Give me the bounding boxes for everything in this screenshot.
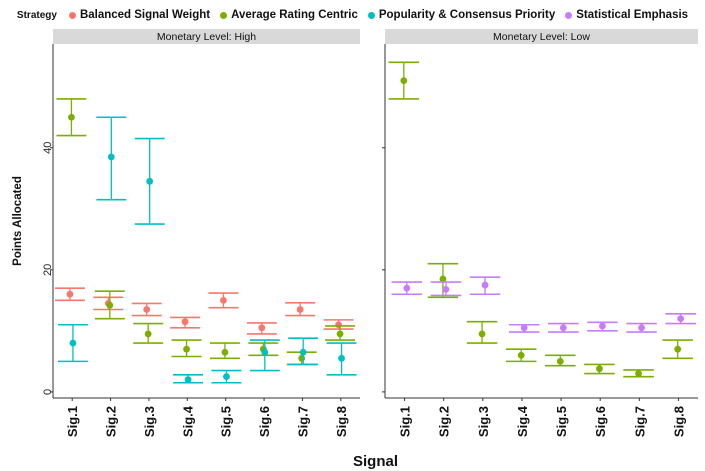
panel-1-x-tick-label-sig-7: Sig.7 (295, 406, 310, 437)
panel-2-average-rating-centric-point-5 (556, 357, 564, 365)
panel-1-average-rating-centric-point-7 (298, 354, 306, 362)
panel-2-statistical-emphasis-point-5 (559, 324, 567, 332)
panel-2-x-tick-label-sig-5: Sig.5 (554, 406, 569, 437)
panel-1-popularity-consensus-priority-point-4 (184, 376, 192, 384)
panel-2-x-tick-label-sig-1: Sig.1 (398, 406, 413, 437)
panel-1-popularity-consensus-priority-point-5 (223, 373, 230, 381)
panel-1-popularity-consensus-priority-point-3 (146, 177, 154, 185)
panel-2-x-tick-label-sig-2: Sig.2 (437, 406, 452, 437)
panel-1-popularity-consensus-priority-point-2 (107, 153, 115, 161)
y-tick-label-20: 20 (42, 264, 54, 276)
panel-2-x-tick-label-sig-6: Sig.6 (593, 406, 608, 437)
panel-1-x-tick-label-sig-8: Sig.8 (334, 406, 349, 437)
legend-item-statistical-emphasis: Statistical Emphasis (565, 9, 688, 21)
panel-1-x-tick-label-sig-5: Sig.5 (219, 406, 234, 437)
panel-1-popularity-consensus-priority-point-8 (338, 354, 345, 362)
panel-2-statistical-emphasis-point-7 (638, 324, 645, 332)
panel-2-average-rating-centric-point-2 (439, 275, 447, 283)
legend-item-average-rating-centric: Average Rating Centric (220, 9, 358, 21)
legend-label-balanced-signal-weight: Balanced Signal Weight (79, 9, 211, 21)
panel-2-strip (385, 29, 698, 44)
panel-1-average-rating-centric-point-1 (68, 113, 75, 121)
panel-1-average-rating-centric-point-2 (106, 301, 114, 309)
legend: Strategy Balanced Signal Weight Average … (0, 4, 705, 26)
panel-2-average-rating-centric-point-4 (517, 351, 525, 359)
panel-2-statistical-emphasis-point-4 (520, 324, 528, 332)
panel-2-x-tick-label-sig-8: Sig.8 (671, 406, 686, 437)
legend-marker-average-rating-centric (220, 11, 228, 19)
panel-1-average-rating-centric-point-5 (221, 348, 229, 356)
panel-2-statistical-emphasis-point-6 (599, 322, 606, 330)
panel-1-x-tick-label-sig-6: Sig.6 (257, 406, 272, 437)
panel-1-average-rating-centric-point-4 (183, 345, 190, 353)
panel-1-strip (53, 29, 360, 44)
legend-label-popularity-consensus-priority: Popularity & Consensus Priority (378, 9, 556, 21)
panel-2-statistical-emphasis-point-3 (481, 281, 489, 289)
panel-2-x-tick-label-sig-4: Sig.4 (515, 405, 530, 437)
panel-1-balanced-signal-weight-point-1 (66, 290, 74, 298)
panel-2-title: Monetary Level: Low (493, 31, 590, 43)
panel-1-balanced-signal-weight-point-7 (296, 306, 304, 313)
panel-1-average-rating-centric-point-3 (144, 330, 152, 338)
legend-marker-statistical-emphasis (565, 11, 573, 19)
y-tick-label-0: 0 (42, 389, 54, 395)
panel-1-popularity-consensus-priority-point-1 (69, 339, 77, 347)
panel-1-popularity-consensus-priority-point-6 (261, 348, 269, 356)
panel-2-x-tick-label-sig-7: Sig.7 (632, 406, 647, 437)
panel-2-average-rating-centric-point-6 (596, 365, 603, 373)
y-axis-title: Points Allocated (12, 176, 24, 266)
panel-2-average-rating-centric-point-8 (674, 345, 682, 353)
x-axis-title: Signal (353, 453, 398, 470)
panel-1-x-tick-label-sig-4: Sig.4 (180, 405, 195, 437)
panel-1-balanced-signal-weight-point-3 (143, 306, 151, 313)
panel-1-popularity-consensus-priority-point-7 (299, 348, 307, 356)
panel-1-x-tick-label-sig-1: Sig.1 (65, 406, 80, 437)
panel-1-balanced-signal-weight-point-4 (181, 318, 189, 326)
panel-1-balanced-signal-weight-point-6 (258, 324, 266, 332)
panel-2-average-rating-centric-point-1 (400, 77, 408, 85)
legend-marker-popularity-consensus-priority (367, 11, 375, 19)
panel-2-statistical-emphasis-point-8 (677, 315, 685, 323)
panel-1-x-tick-label-sig-3: Sig.3 (142, 406, 157, 437)
panel-1-balanced-signal-weight-point-8 (335, 321, 342, 329)
panel-2-x-tick-label-sig-3: Sig.3 (476, 406, 491, 437)
y-tick-label-40: 40 (42, 142, 54, 154)
panel-1-balanced-signal-weight-point-5 (220, 296, 227, 304)
panel-2-statistical-emphasis-point-2 (442, 285, 450, 293)
legend-title: Strategy (16, 9, 57, 21)
panel-2-statistical-emphasis-point-1 (403, 284, 411, 292)
panel-2-average-rating-centric-point-7 (635, 370, 642, 377)
panel-1-title: Monetary Level: High (157, 31, 256, 43)
panel-1-average-rating-centric-point-8 (336, 330, 344, 338)
legend-item-popularity-consensus-priority: Popularity & Consensus Priority (367, 9, 556, 21)
legend-item-balanced-signal-weight: Balanced Signal Weight (68, 9, 211, 21)
panel-2-average-rating-centric-point-3 (478, 330, 486, 338)
panel-1-x-tick-label-sig-2: Sig.2 (104, 406, 119, 437)
legend-label-average-rating-centric: Average Rating Centric (231, 9, 358, 21)
legend-marker-balanced-signal-weight (68, 11, 76, 19)
legend-label-statistical-emphasis: Statistical Emphasis (576, 9, 689, 21)
